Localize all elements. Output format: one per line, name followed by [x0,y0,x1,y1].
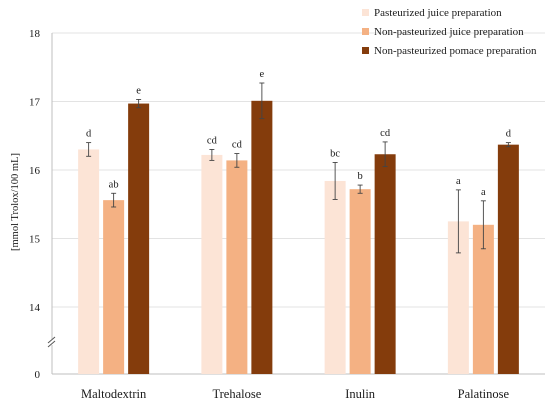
bar [497,144,519,374]
legend-entry-label: Pasteurized juice preparation [374,7,502,19]
y-tick-label: 18 [29,28,41,40]
significance-label: a [456,176,461,187]
axis-break-mark [47,340,56,348]
bar [128,103,150,375]
legend-swatch [362,28,369,35]
bar [201,154,223,374]
significance-label: e [136,85,141,96]
legend-swatch [362,9,369,16]
legend: Pasteurized juice preparation Non-pasteur… [362,7,537,57]
bar [472,224,494,374]
significance-label: d [86,129,92,140]
y-tick-label: 0 [35,369,41,381]
significance-label: a [481,187,486,198]
significance-label: cd [207,135,218,146]
bar [374,154,396,374]
bar [447,221,469,374]
y-tick-label: 14 [29,302,41,314]
bar [103,200,125,374]
significance-label: cd [380,128,391,139]
bar [226,160,248,374]
significance-label: ab [109,179,119,190]
y-tick-label: 15 [29,234,41,246]
significance-label: e [260,69,265,80]
x-category-label: Trehalose [212,387,261,401]
axis-break-mark [47,336,56,344]
bar [349,189,371,374]
y-tick-label: 17 [29,97,41,109]
bars [78,82,519,375]
bar [324,180,346,374]
bar [78,149,100,374]
y-axis-label: [mmol Trolox/100 mL] [10,153,21,251]
x-category-label: Palatinose [458,387,510,401]
significance-label: cd [232,140,243,151]
legend-entry-label: Non-pasteurized pomace preparation [374,45,537,57]
x-category-label: Maltodextrin [81,387,147,401]
gridlines [52,32,545,308]
significance-label: b [358,171,363,182]
legend-swatch [362,47,369,54]
significance-label: bc [330,148,340,159]
y-tick-label: 16 [29,165,41,177]
labels: d ab e Maltodextrin cd cd e Trehalose bc b cd Inuli… [81,69,512,401]
axis-break-gap [47,339,57,345]
x-category-label: Inulin [345,387,376,401]
bar [251,100,273,374]
significance-label: d [506,129,512,140]
legend-entry-label: Non-pasteurized juice preparation [374,26,524,38]
